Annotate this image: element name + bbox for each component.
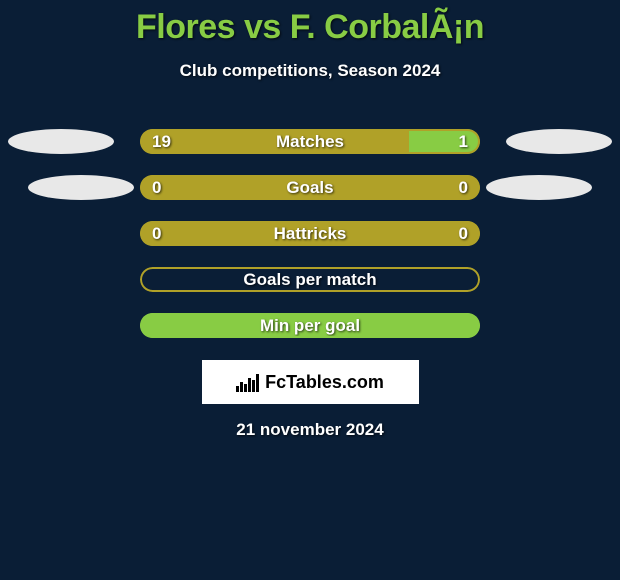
spacer: [506, 267, 612, 292]
player-left-ellipse: [8, 129, 114, 154]
stat-row: 191Matches: [0, 129, 620, 154]
stat-label: Goals: [140, 175, 480, 200]
player-right-ellipse: [486, 175, 592, 200]
stat-bar: Goals per match: [140, 267, 480, 292]
page-subtitle: Club competitions, Season 2024: [0, 61, 620, 81]
stat-label: Goals per match: [140, 267, 480, 292]
player-right-ellipse: [506, 129, 612, 154]
stat-bar: 00Hattricks: [140, 221, 480, 246]
spacer: [8, 267, 114, 292]
stat-label: Matches: [140, 129, 480, 154]
spacer: [8, 313, 114, 338]
spacer: [506, 313, 612, 338]
stat-row: 00Goals: [0, 175, 620, 200]
stat-bar: 00Goals: [140, 175, 480, 200]
page-title: Flores vs F. CorbalÃ¡n: [0, 8, 620, 47]
logo-text: FcTables.com: [265, 372, 384, 393]
date-text: 21 november 2024: [0, 420, 620, 440]
spacer: [506, 221, 612, 246]
player-left-ellipse: [28, 175, 134, 200]
logo-chart-icon: [236, 372, 259, 392]
stat-bar: 191Matches: [140, 129, 480, 154]
stat-row: Goals per match: [0, 267, 620, 292]
comparison-infographic: Flores vs F. CorbalÃ¡n Club competitions…: [0, 0, 620, 580]
logo-box: FcTables.com: [202, 360, 419, 404]
stat-bar: Min per goal: [140, 313, 480, 338]
stats-section: 191Matches 00Goals 00Hattricks Goals per ma…: [0, 129, 620, 338]
stat-label: Min per goal: [140, 313, 480, 338]
stat-row: 00Hattricks: [0, 221, 620, 246]
stat-row: Min per goal: [0, 313, 620, 338]
spacer: [8, 221, 114, 246]
stat-label: Hattricks: [140, 221, 480, 246]
